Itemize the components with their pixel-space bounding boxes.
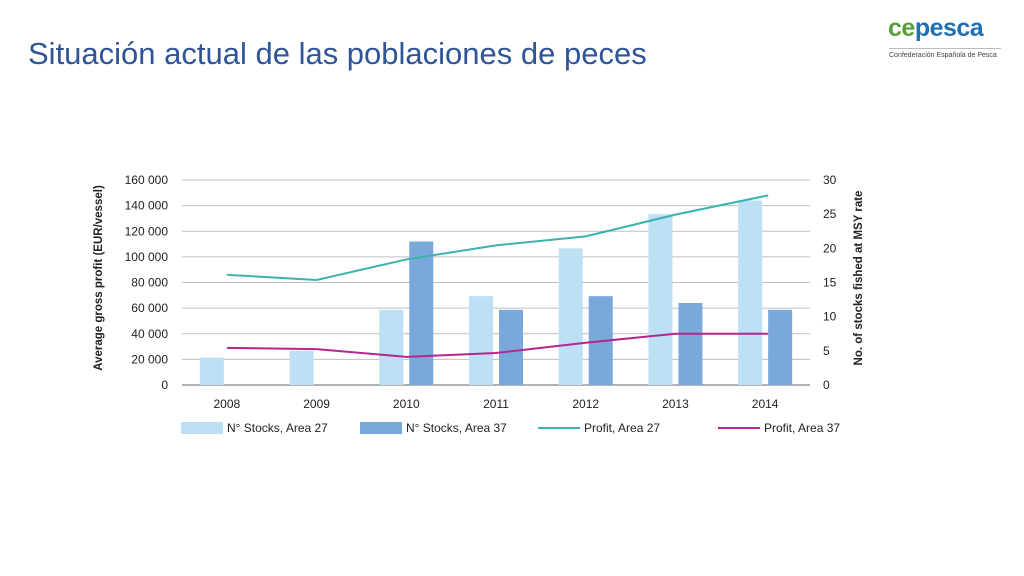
y-tick-label: 140 000	[125, 199, 169, 213]
logo-wordmark: cepesca	[888, 14, 984, 42]
y2-tick-label: 30	[823, 173, 837, 187]
bar-area27	[469, 296, 493, 385]
x-tick-label: 2011	[483, 397, 509, 411]
logo-divider	[889, 48, 1001, 49]
bar-area27	[738, 200, 763, 385]
slide-title: Situación actual de las poblaciones de p…	[28, 36, 647, 71]
x-tick-label: 2010	[393, 397, 420, 411]
bar-area37	[499, 309, 523, 385]
axes: 0 20 000 40 000 60 000 80 000 100 000 120 000 1…	[93, 173, 865, 411]
bars	[199, 200, 793, 385]
x-tick-label: 2012	[572, 397, 599, 411]
line-profit-area27	[226, 194, 769, 281]
legend-swatch	[360, 422, 402, 434]
x-tick-label: 2008	[214, 397, 241, 411]
y-tick-label: 160 000	[125, 173, 169, 187]
legend: N° Stocks, Area 27 N° Stocks, Area 37 Prof…	[181, 421, 840, 435]
legend-label: N° Stocks, Area 27	[227, 421, 328, 435]
y-tick-label: 100 000	[125, 250, 169, 264]
y2-tick-label: 5	[823, 344, 830, 358]
bar-area27	[379, 309, 404, 385]
bar-area27	[558, 248, 583, 385]
y2-axis-label: No. of stocks fished at MSY rate	[853, 191, 865, 366]
y-tick-label: 0	[161, 378, 168, 392]
bar-area27	[648, 214, 673, 385]
bar-area37	[678, 303, 703, 385]
y-axis-label: Average gross profit (EUR/vessel)	[93, 185, 105, 371]
y-tick-label: 20 000	[131, 352, 168, 366]
y-tick-label: 120 000	[125, 224, 169, 238]
grid-lines	[182, 179, 810, 386]
x-tick-label: 2014	[752, 397, 779, 411]
bar-area37	[768, 309, 793, 385]
bar-area27	[199, 357, 224, 385]
y2-tick-label: 10	[823, 310, 837, 324]
x-tick-label: 2009	[303, 397, 330, 411]
legend-label: Profit, Area 27	[584, 421, 660, 435]
series-lines	[226, 194, 769, 358]
logo-subtitle: Confederación Española de Pesca	[889, 52, 997, 59]
y-tick-label: 40 000	[131, 327, 168, 341]
line-profit-area37	[226, 332, 769, 358]
y-tick-label: 80 000	[131, 276, 168, 290]
legend-label: N° Stocks, Area 37	[406, 421, 507, 435]
cepesca-logo: cepesca Confederación Española de Pesca	[886, 14, 1004, 64]
bar-area27	[289, 350, 314, 385]
y2-tick-label: 20	[823, 241, 837, 255]
legend-swatch	[181, 422, 223, 434]
legend-label: Profit, Area 37	[764, 421, 840, 435]
y2-tick-label: 15	[823, 276, 837, 290]
y2-tick-label: 0	[823, 378, 830, 392]
bar-area37	[409, 241, 434, 385]
x-tick-label: 2013	[662, 397, 689, 411]
y-tick-label: 60 000	[131, 301, 168, 315]
y2-tick-label: 25	[823, 207, 837, 221]
